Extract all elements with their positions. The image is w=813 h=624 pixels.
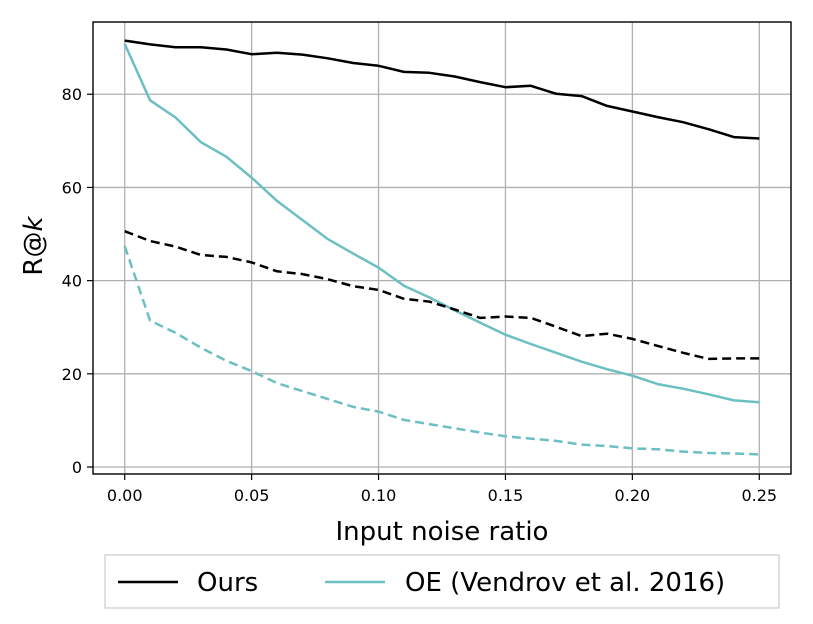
y-tick-label: 20 [62,365,82,384]
y-axis: 0 20 40 60 80 [62,85,93,477]
series-line-oe-vendrov-et-al-2016 [123,43,760,404]
y-tick-label: 40 [62,272,82,291]
series-layer [123,39,760,456]
series-line-oe-vendrov-et-al-2016-dashed [123,245,760,456]
series-line-ours-dashed [124,230,760,361]
y-tick-label: 0 [72,458,82,477]
legend-label-ours: Ours [197,568,258,598]
x-tick-label: 0.25 [741,486,777,505]
grid [93,22,791,474]
plot-frame [92,21,792,475]
x-tick-label: 0.15 [488,486,524,505]
y-tick-label: 80 [62,85,82,104]
x-axis-title: Input noise ratio [336,517,549,547]
x-tick-label: 0.05 [234,486,270,505]
x-tick-label: 0.10 [361,486,397,505]
legend-box [104,554,780,609]
x-tick-label: 0.00 [107,486,143,505]
x-tick-label: 0.20 [615,486,651,505]
y-tick-label: 60 [62,178,82,197]
legend: Ours OE (Vendrov et al. 2016) [104,554,780,609]
x-axis: 0.00 0.05 0.10 0.15 0.20 0.25 [107,474,777,505]
y-axis-title: R@k [19,215,49,275]
y-axis-title-italic: k [19,215,49,231]
series-line-ours [124,39,760,140]
legend-label-oe: OE (Vendrov et al. 2016) [405,568,725,598]
y-axis-title-prefix: R@ [19,231,49,275]
